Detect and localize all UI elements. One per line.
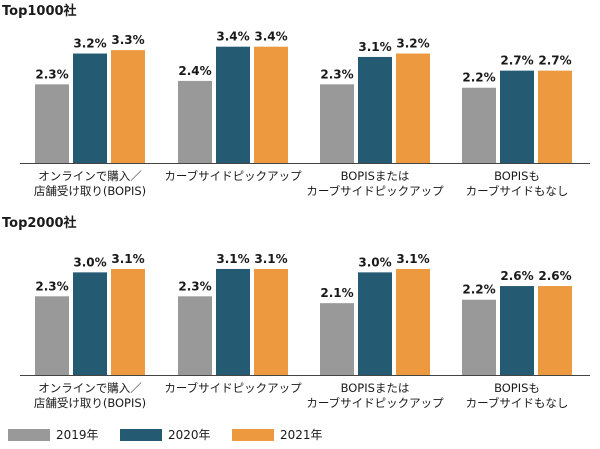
bar-0-2020-3	[500, 70, 534, 163]
data-label-1-2020-1: 3.1%	[216, 252, 249, 266]
data-label-1-2019-1: 2.3%	[178, 279, 211, 293]
category-label-1-2-line-1: カーブサイドピックアップ	[306, 396, 444, 410]
category-label-0-3-line-0: BOPISも	[494, 169, 540, 183]
category-label-0-2-line-1: カーブサイドピックアップ	[306, 184, 444, 198]
data-label-0-2020-1: 3.4%	[216, 30, 249, 44]
category-label-1-0-line-1: 店舗受け取り(BOPIS)	[34, 396, 146, 410]
legend-swatch-2020	[120, 429, 162, 441]
chart-top2000: Top2000社 2.3% 3.0% 3.1% オンラインで購入／ 店舗受け取り(BOP…	[0, 212, 600, 422]
data-label-1-2019-2: 2.1%	[320, 286, 353, 300]
legend-label-2019: 2019年	[56, 428, 99, 442]
category-label-1-0-line-0: オンラインで購入／	[38, 381, 142, 395]
bar-1-2019-0	[35, 296, 69, 375]
legend-swatch-2019	[8, 429, 50, 441]
bar-0-2021-2	[396, 53, 430, 163]
bar-1-2020-2	[358, 272, 392, 375]
chart-top1000: Top1000社 2.3% 3.2% 3.3% オンラインで購入／ 店舗受け取り(BOP…	[0, 0, 600, 210]
bar-1-2020-0	[73, 272, 107, 375]
data-label-0-2020-2: 3.1%	[358, 40, 391, 54]
data-label-1-2019-0: 2.3%	[35, 279, 68, 293]
legend-label-2021: 2021年	[280, 428, 323, 442]
category-label-0-1-line-0: カーブサイドピックアップ	[164, 169, 302, 183]
bar-1-2019-1	[178, 296, 212, 375]
bar-0-2021-1	[254, 46, 288, 163]
bar-0-2021-3	[538, 70, 572, 163]
data-label-1-2020-3: 2.6%	[500, 269, 533, 283]
data-label-0-2019-3: 2.2%	[462, 71, 495, 85]
data-label-0-2021-2: 3.2%	[396, 37, 429, 51]
category-label-1-3-line-1: カーブサイドもなし	[466, 396, 569, 410]
category-label-1-3-line-0: BOPISも	[494, 381, 540, 395]
data-label-1-2020-0: 3.0%	[73, 255, 106, 269]
data-label-0-2020-0: 3.2%	[73, 37, 106, 51]
data-label-0-2021-3: 2.7%	[538, 54, 571, 68]
legend: 2019年 2020年 2021年	[8, 427, 588, 443]
bar-1-2021-0	[111, 268, 145, 375]
bar-1-2020-3	[500, 286, 534, 375]
bar-1-2020-1	[216, 268, 250, 375]
category-label-0-2-line-0: BOPISまたは	[341, 169, 410, 183]
data-label-1-2019-3: 2.2%	[462, 283, 495, 297]
bar-0-2020-1	[216, 46, 250, 163]
category-label-0-3-line-1: カーブサイドもなし	[466, 184, 569, 198]
bar-0-2019-3	[462, 87, 496, 163]
data-label-0-2021-0: 3.3%	[111, 33, 144, 47]
data-label-1-2021-2: 3.1%	[396, 252, 429, 266]
category-label-0-0-line-0: オンラインで購入／	[38, 169, 142, 183]
data-label-0-2020-3: 2.7%	[500, 54, 533, 68]
data-label-0-2019-1: 2.4%	[178, 64, 211, 78]
category-label-0-0-line-1: 店舗受け取り(BOPIS)	[34, 184, 146, 198]
bar-0-2019-1	[178, 80, 212, 163]
category-label-1-2-line-0: BOPISまたは	[341, 381, 410, 395]
bar-0-2021-0	[111, 50, 145, 163]
data-label-1-2021-0: 3.1%	[111, 252, 144, 266]
data-label-0-2019-2: 2.3%	[320, 67, 353, 81]
bar-1-2021-1	[254, 268, 288, 375]
bar-0-2020-2	[358, 56, 392, 163]
data-label-1-2021-1: 3.1%	[254, 252, 287, 266]
bar-1-2021-3	[538, 286, 572, 375]
data-label-1-2020-2: 3.0%	[358, 255, 391, 269]
chart-plot-top2000: 2.3% 3.0% 3.1% オンラインで購入／店舗受け取り(BOPIS) 2.3% 3.…	[20, 252, 590, 410]
bar-1-2019-3	[462, 299, 496, 375]
bar-1-2019-2	[320, 303, 354, 375]
bar-0-2019-0	[35, 84, 69, 163]
chart-title-top2000: Top2000社	[2, 216, 77, 231]
data-label-0-2021-1: 3.4%	[254, 30, 287, 44]
bar-0-2019-2	[320, 84, 354, 163]
legend-label-2020: 2020年	[168, 428, 211, 442]
category-label-1-1-line-0: カーブサイドピックアップ	[164, 381, 302, 395]
chart-title-top1000: Top1000社	[2, 4, 77, 19]
data-label-0-2019-0: 2.3%	[35, 67, 68, 81]
bar-0-2020-0	[73, 53, 107, 163]
bar-1-2021-2	[396, 268, 430, 375]
data-label-1-2021-3: 2.6%	[538, 269, 571, 283]
chart-plot-top1000: 2.3% 3.2% 3.3% オンラインで購入／店舗受け取り(BOPIS) 2.4% 3.…	[20, 30, 590, 198]
legend-swatch-2021	[232, 429, 274, 441]
